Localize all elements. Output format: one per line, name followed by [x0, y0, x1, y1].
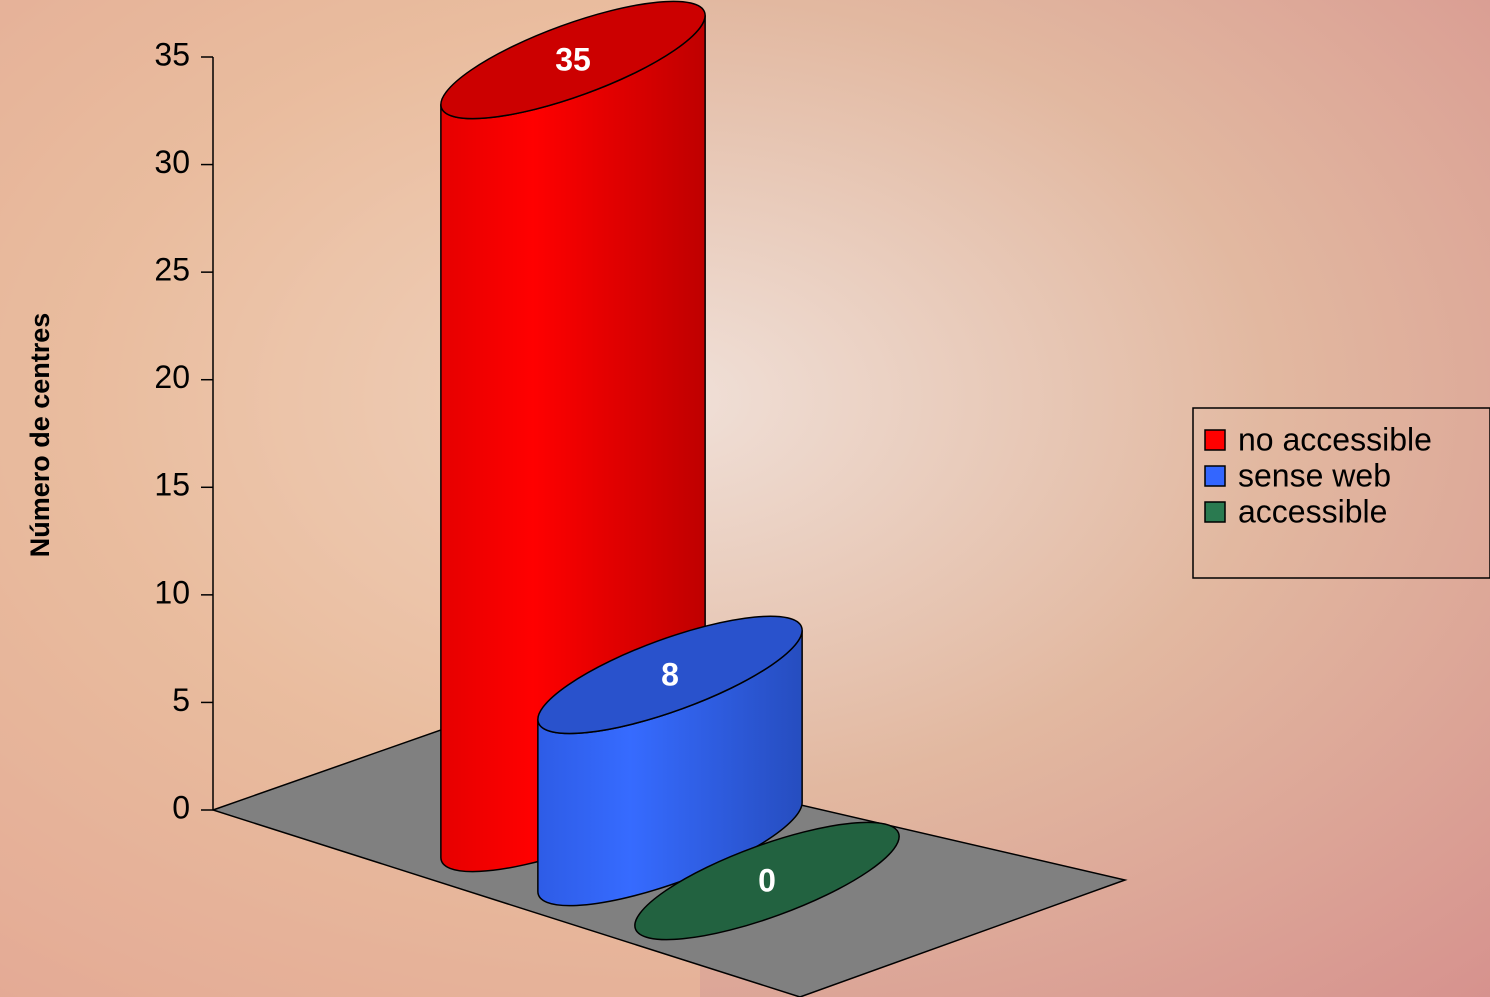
bar [537, 615, 803, 907]
data-label: 0 [758, 862, 776, 898]
data-label: 8 [661, 656, 679, 692]
legend-label: accessible [1238, 493, 1387, 529]
legend-label: sense web [1238, 457, 1391, 493]
y-tick-label: 20 [154, 359, 190, 395]
bar-top [440, 0, 706, 120]
bar [634, 821, 900, 941]
bar-top [634, 821, 900, 941]
y-tick-label: 15 [154, 467, 190, 503]
plot [440, 0, 900, 941]
data-label: 35 [555, 41, 591, 77]
y-tick-label: 5 [172, 682, 190, 718]
y-tick-label: 0 [172, 789, 190, 825]
y-axis-label: Número de centres [25, 313, 55, 558]
bar-top [537, 615, 803, 735]
legend-key [1204, 501, 1226, 523]
legend [1192, 407, 1490, 579]
y-tick-label: 25 [154, 252, 190, 288]
legend-label: no accessible [1238, 421, 1432, 457]
legend-key [1204, 465, 1226, 487]
y-tick-label: 30 [154, 144, 190, 180]
y-tick-label: 10 [154, 574, 190, 610]
y-tick-label: 35 [154, 36, 190, 72]
legend-key [1204, 429, 1226, 451]
